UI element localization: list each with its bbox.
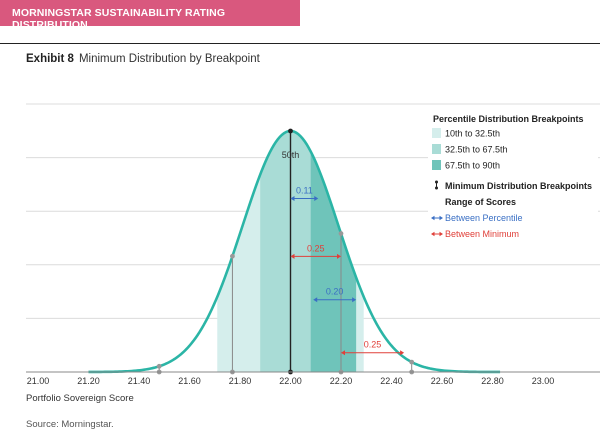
legend-percentile-label: Between Percentile <box>445 213 523 223</box>
range-arrowhead-right <box>337 253 341 259</box>
header-rule <box>0 43 600 44</box>
legend-percentile-head-left <box>431 215 435 221</box>
range-annotation: 0.20 <box>313 287 357 303</box>
range-arrowhead-left <box>290 253 295 259</box>
legend-item-label: 32.5th to 67.5th <box>445 145 508 155</box>
breakpoint-dot <box>288 128 293 134</box>
legend-item-label: 67.5th to 90th <box>445 161 500 171</box>
breakpoint-dot <box>230 253 235 259</box>
range-annotation: 0.25 <box>341 340 405 356</box>
range-arrowhead-left <box>313 297 318 303</box>
range-annotation: 0.25 <box>290 243 341 259</box>
range-annotation: 0.11 <box>290 185 319 201</box>
exhibit-label: Exhibit 8 <box>26 53 74 65</box>
x-tick-label: 21.60 <box>178 376 201 386</box>
x-tick-label: 22.20 <box>330 376 353 386</box>
x-tick-label: 22.60 <box>431 376 454 386</box>
legend-minimum-head-right <box>439 231 443 237</box>
range-arrowhead-right <box>314 195 319 201</box>
x-tick-label: 21.20 <box>77 376 100 386</box>
breakpoint-dot <box>156 363 162 369</box>
range-arrowhead-right <box>400 350 405 356</box>
x-tick-label: 21.00 <box>27 376 50 386</box>
legend-swatch <box>432 160 441 170</box>
range-value-label: 0.20 <box>326 287 344 297</box>
range-arrowhead-left <box>290 195 295 201</box>
legend-breakpoint-label: Minimum Distribution Breakpoints <box>445 181 592 191</box>
banner-title: MORNINGSTAR SUSTAINABILITY RATING DISTRI… <box>12 7 226 31</box>
band-3 <box>310 151 357 372</box>
breakpoint-dot <box>338 231 344 236</box>
legend-minimum-head-left <box>431 231 435 237</box>
x-tick-label: 22.00 <box>279 376 302 386</box>
range-arrowhead-left <box>341 350 345 356</box>
x-tick-label: 23.00 <box>532 376 555 386</box>
breakpoint-dot <box>409 359 415 365</box>
legend-swatch <box>432 128 441 138</box>
x-tick-label: 21.80 <box>229 376 252 386</box>
legend: Percentile Distribution Breakpoints 10th … <box>428 106 598 248</box>
legend-breakpoint-dot <box>435 186 438 190</box>
range-value-label: 0.25 <box>307 243 325 253</box>
x-tick-label: 22.80 <box>481 376 504 386</box>
legend-percentile-head-right <box>439 215 443 221</box>
breakpoint-label: 50th <box>282 150 300 160</box>
exhibit-subtitle: Minimum Distribution by Breakpoint <box>78 53 260 65</box>
x-tick-label: 21.40 <box>128 376 151 386</box>
legend-background <box>428 106 598 248</box>
range-value-label: 0.25 <box>364 340 382 350</box>
x-axis-title: Portfolio Sovereign Score <box>26 393 134 404</box>
range-value-label: 0.11 <box>296 185 313 195</box>
legend-item-label: 10th to 32.5th <box>445 129 500 139</box>
legend-range-header: Range of Scores <box>445 197 516 207</box>
source-note: Source: Morningstar. <box>26 419 114 430</box>
legend-header: Percentile Distribution Breakpoints <box>433 114 584 124</box>
range-arrowhead-right <box>352 297 357 303</box>
legend-minimum-label: Between Minimum <box>445 229 519 239</box>
exhibit-heading: Exhibit 8 Minimum Distribution by Breakpo… <box>26 53 260 65</box>
x-tick-label: 22.40 <box>380 376 403 386</box>
report-banner: MORNINGSTAR SUSTAINABILITY RATING DISTRI… <box>0 0 300 31</box>
legend-swatch <box>432 144 441 154</box>
